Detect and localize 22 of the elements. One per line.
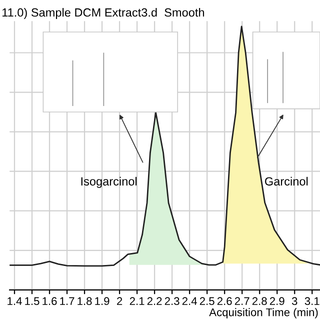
x-tick-label: 2 (117, 297, 122, 305)
x-tick-label: 2.3 (164, 297, 180, 306)
x-tick-label: 2.7 (234, 297, 250, 305)
x-tick-label: 1.7 (60, 297, 74, 305)
x-tick-label: 3.1 (304, 297, 320, 306)
x-tick-label: 1.5 (25, 297, 40, 306)
x-tick-label: 1.4 (8, 297, 22, 305)
annotation: Isogarcinol (81, 176, 137, 188)
x-tick-label: 2.5 (200, 297, 214, 306)
x-tick-label: 1.8 (78, 297, 92, 306)
x-tick-label: 3 (292, 297, 298, 306)
x-tick-label: 2.1 (130, 297, 144, 305)
x-tick-label: 2.6 (217, 297, 232, 306)
x-tick-label: 2.9 (270, 297, 284, 306)
x-tick-label: 2.8 (252, 297, 267, 306)
annotation: Garcinol (265, 176, 308, 186)
chart-title: 11.0) Sample DCM Extract3.d Smooth (2, 8, 204, 20)
x-tick-label: 1.6 (42, 297, 57, 306)
x-tick-label: 1.9 (95, 297, 110, 306)
x-tick-label: 2.4 (182, 297, 197, 305)
x-tick-label: 2.2 (147, 297, 162, 305)
x-axis-title: Acquisition Time (min) (209, 308, 318, 318)
